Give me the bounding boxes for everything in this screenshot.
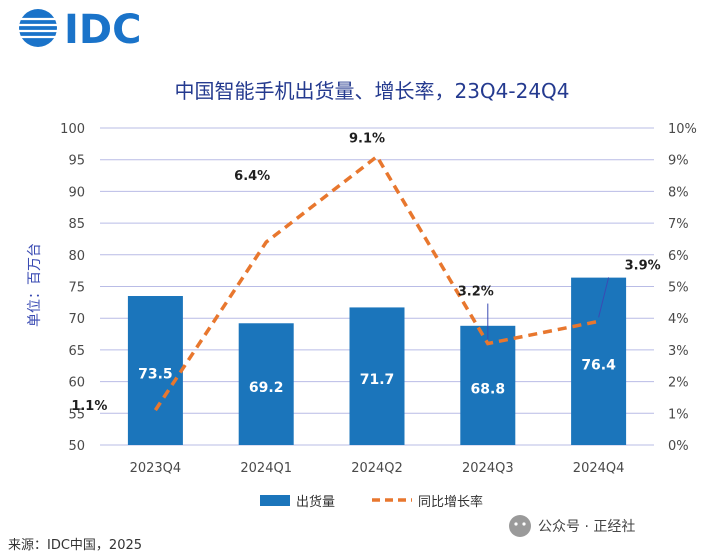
y-tick-label: 80 bbox=[68, 249, 85, 264]
y2-tick-label: 8% bbox=[668, 185, 689, 200]
y2-tick-label: 0% bbox=[668, 439, 689, 454]
y2-tick-label: 9% bbox=[668, 154, 689, 169]
line-series: 1.1% 6.4% 9.1% 3.2% 3.9% bbox=[71, 132, 660, 415]
label-leader-line bbox=[598, 277, 610, 318]
y2-tick-label: 1% bbox=[668, 407, 689, 422]
idc-logo: IDC bbox=[19, 7, 141, 53]
chart-title: 中国智能手机出货量、增长率，23Q4-24Q4 bbox=[174, 79, 569, 103]
bar-value-label: 68.8 bbox=[471, 381, 506, 397]
y2-tick-label: 10% bbox=[668, 122, 697, 137]
x-tick-label: 2024Q1 bbox=[240, 461, 292, 476]
legend-label-bar: 出货量 bbox=[296, 494, 335, 510]
bar bbox=[571, 277, 627, 445]
bar bbox=[238, 323, 294, 445]
y-tick-label: 90 bbox=[68, 185, 85, 200]
legend-label-line: 同比增长率 bbox=[418, 494, 483, 510]
bar bbox=[349, 307, 405, 445]
line-value-label: 3.2% bbox=[458, 285, 494, 300]
y2-tick-label: 7% bbox=[668, 217, 689, 232]
bar-value-label: 76.4 bbox=[581, 357, 616, 373]
bar bbox=[127, 296, 183, 445]
y2-tick-label: 3% bbox=[668, 344, 689, 359]
x-tick-label: 2024Q2 bbox=[351, 461, 403, 476]
y-tick-label: 60 bbox=[68, 376, 85, 391]
logo-text: IDC bbox=[64, 7, 141, 53]
bar-value-label: 69.2 bbox=[249, 380, 284, 396]
bar bbox=[460, 325, 516, 445]
line-value-label: 6.4% bbox=[234, 169, 270, 184]
legend: 出货量 同比增长率 bbox=[260, 494, 483, 510]
legend-swatch-bar bbox=[260, 495, 290, 506]
y2-tick-label: 5% bbox=[668, 281, 689, 296]
y-tick-label: 50 bbox=[68, 439, 85, 454]
x-tick-label: 2024Q4 bbox=[573, 461, 625, 476]
bar-series: 73.5 69.2 71.7 68.8 76.4 bbox=[127, 277, 627, 445]
y-tick-label: 65 bbox=[68, 344, 85, 359]
x-tick-label: 2024Q3 bbox=[462, 461, 514, 476]
y-tick-label: 70 bbox=[68, 312, 85, 327]
watermark-text: 公众号 · 正经社 bbox=[538, 519, 635, 535]
y-tick-label: 95 bbox=[68, 154, 85, 169]
x-tick-label: 2023Q4 bbox=[130, 461, 182, 476]
globe-icon bbox=[19, 9, 57, 47]
line-value-label: 1.1% bbox=[71, 399, 107, 414]
line-value-label: 3.9% bbox=[625, 258, 661, 273]
y-tick-label: 100 bbox=[60, 122, 85, 137]
line-value-label: 9.1% bbox=[349, 132, 385, 147]
watermark: 公众号 · 正经社 bbox=[509, 515, 635, 537]
bar-value-label: 73.5 bbox=[138, 367, 173, 383]
y2-tick-label: 2% bbox=[668, 376, 689, 391]
y2-tick-label: 4% bbox=[668, 312, 689, 327]
x-axis: 2023Q4 2024Q1 2024Q2 2024Q3 2024Q4 bbox=[130, 461, 625, 476]
bar-value-label: 71.7 bbox=[360, 372, 395, 388]
y-tick-label: 85 bbox=[68, 217, 85, 232]
wechat-icon bbox=[509, 515, 531, 537]
source-note: 来源：IDC中国，2025 bbox=[8, 538, 142, 553]
y-axis-left: 100 95 90 85 80 75 70 65 60 55 50 bbox=[60, 122, 85, 454]
y-tick-label: 55 bbox=[68, 407, 85, 422]
y2-tick-label: 6% bbox=[668, 249, 689, 264]
y-axis-label: 单位：百万台 bbox=[27, 243, 43, 327]
y-tick-label: 75 bbox=[68, 281, 85, 296]
y-axis-right: 10% 9% 8% 7% 6% 5% 4% 3% 2% 1% 0% bbox=[668, 122, 697, 454]
